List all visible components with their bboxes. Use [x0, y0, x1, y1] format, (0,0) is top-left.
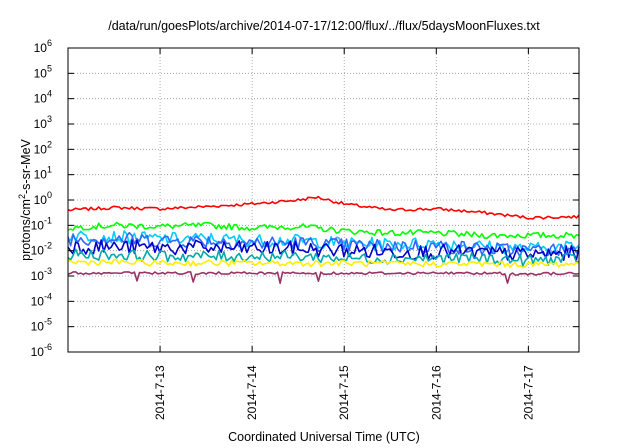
series-line-1	[67, 195, 580, 220]
y-tick-label: 10-1	[31, 215, 52, 232]
series-line-6	[67, 248, 580, 267]
chart-title: /data/run/goesPlots/archive/2014-07-17/1…	[108, 19, 540, 33]
y-axis-label: protons/cm2-s-sr-MeV	[17, 138, 33, 260]
y-tick-label: 101	[34, 165, 52, 182]
series-line-7	[67, 258, 580, 269]
series-line-5	[67, 239, 580, 262]
x-tick-label: 2014-7-13	[153, 365, 167, 420]
y-tick-label: 103	[34, 114, 52, 131]
y-tick-label: 10-3	[31, 266, 52, 283]
x-tick-label: 2014-7-14	[245, 365, 259, 420]
y-tick-label: 104	[34, 89, 52, 106]
y-tick-label: 10-5	[31, 317, 52, 334]
y-tick-label: 100	[34, 190, 52, 207]
x-tick-label: 2014-7-16	[429, 365, 443, 420]
series-group	[67, 195, 580, 285]
y-tick-label: 10-2	[31, 241, 52, 258]
y-tick-label: 106	[34, 38, 52, 55]
series-line-3	[67, 230, 580, 255]
x-tick-label: 2014-7-15	[337, 365, 351, 420]
y-tick-label: 10-6	[31, 342, 52, 359]
y-tick-label: 102	[34, 139, 52, 156]
y-axis-ticks: 106 105 104 103 102 101 100 10-1 10-2 10-3 10-4 10-…	[31, 38, 579, 359]
x-axis-ticks: 2014-7-13 2014-7-14 2014-7-15 2014-7-16 2014…	[153, 48, 535, 420]
x-tick-label: 2014-7-17	[521, 365, 535, 420]
y-tick-label: 105	[34, 63, 52, 80]
x-axis-label: Coordinated Universal Time (UTC)	[228, 430, 420, 444]
y-tick-label: 10-4	[31, 291, 52, 308]
series-line-2	[67, 221, 580, 239]
series-line-8	[67, 271, 580, 285]
